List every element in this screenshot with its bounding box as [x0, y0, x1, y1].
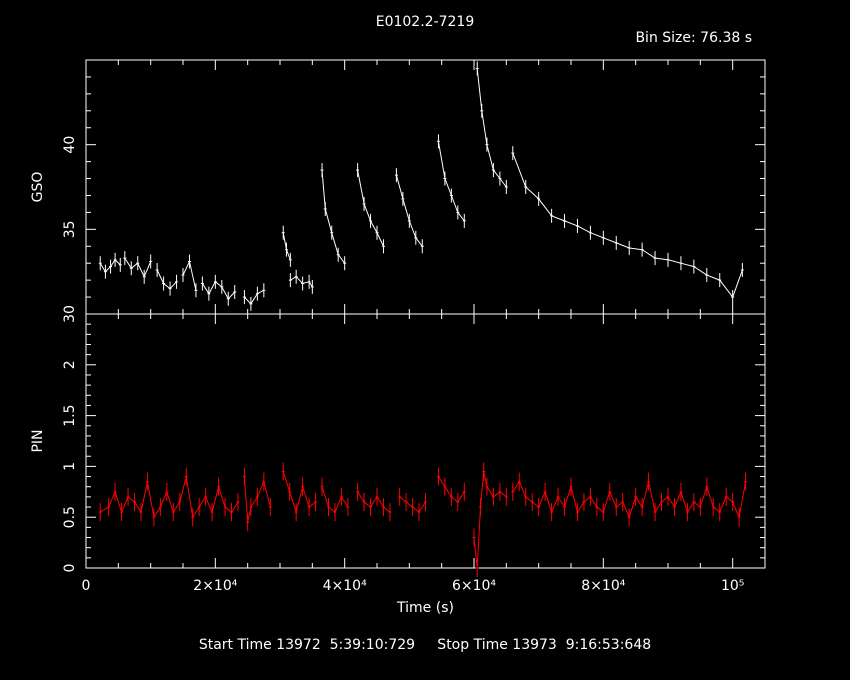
pin-series-line: [243, 476, 271, 523]
time-range-footer: Start Time 13972 5:39:10:729 Stop Time 1…: [198, 637, 652, 653]
x-tick-label: 2×10⁴: [193, 578, 237, 594]
pin-ylabel: PIN: [30, 429, 46, 452]
gso-series-line: [395, 174, 423, 247]
gso-ytick-label: 30: [62, 305, 78, 323]
gso-series-line: [321, 170, 346, 264]
pin-frame: [85, 313, 766, 569]
gso-ylabel: GSO: [30, 172, 46, 203]
gso-series-line: [244, 289, 265, 305]
gso-series-line: [357, 170, 384, 247]
x-tick-label: 6×10⁴: [452, 578, 496, 594]
x-tick-label: 0: [82, 578, 91, 594]
pin-ytick-label: 0: [62, 564, 78, 573]
pin-series-line: [282, 471, 316, 514]
gso-series-line: [437, 141, 465, 222]
x-tick-label: 4×10⁴: [323, 578, 367, 594]
gso-ytick-label: 40: [62, 136, 78, 154]
chart-title: E0102.2-7219: [375, 14, 475, 30]
gso-series-line: [476, 68, 507, 188]
gso-series-line: [156, 269, 177, 290]
gso-ytick-label: 35: [62, 220, 78, 238]
pin-series-line: [99, 476, 239, 519]
bin-size-label: Bin Size: 76.38 s: [635, 30, 752, 46]
gso-frame: [85, 59, 766, 315]
pin-ytick-label: 2: [62, 360, 78, 369]
pin-series-line: [357, 491, 391, 513]
pin-series-line: [473, 471, 507, 569]
pin-ytick-label: 1.5: [62, 404, 78, 426]
x-tick-label: 8×10⁴: [581, 578, 625, 594]
gso-series-line: [201, 281, 236, 300]
x-axis-label: Time (s): [396, 600, 454, 616]
pin-ytick-label: 1: [62, 462, 78, 471]
x-tick-label: 10⁵: [721, 578, 744, 594]
pin-ytick-label: 0.5: [62, 506, 78, 528]
